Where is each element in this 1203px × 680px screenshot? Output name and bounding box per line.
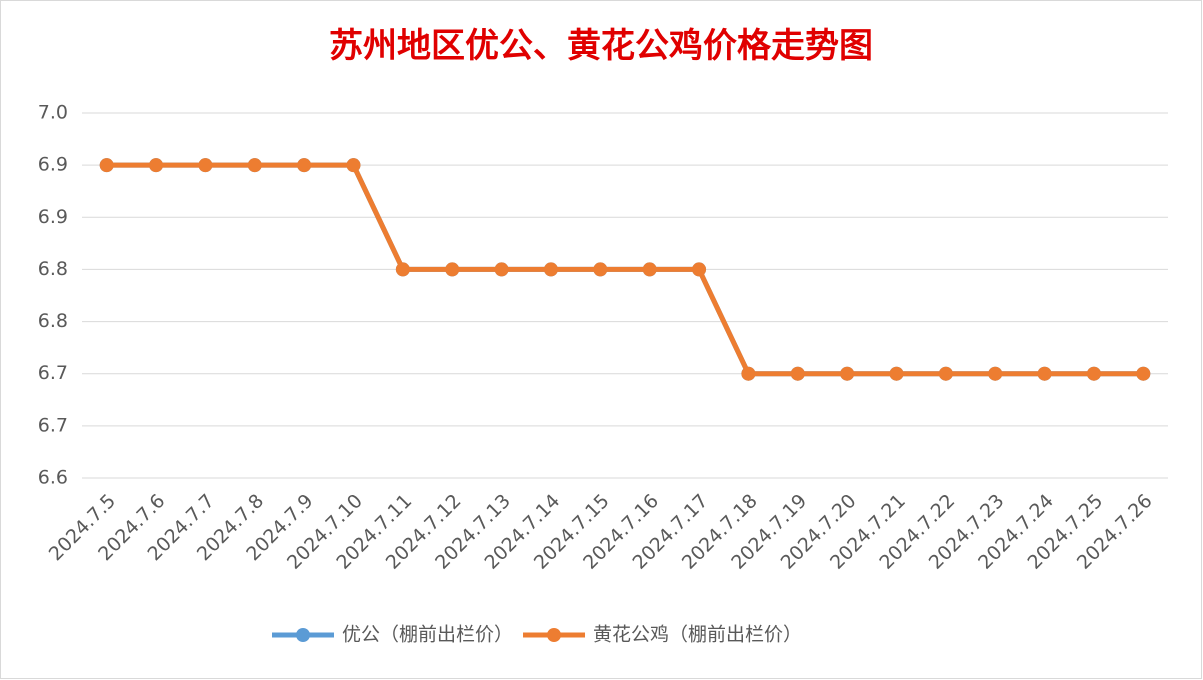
data-point bbox=[543, 262, 558, 277]
legend-marker bbox=[296, 628, 310, 642]
data-point bbox=[494, 262, 509, 277]
data-point bbox=[1086, 366, 1101, 381]
y-tick-label: 6.7 bbox=[38, 362, 68, 384]
data-point bbox=[198, 158, 213, 173]
data-point bbox=[247, 158, 262, 173]
legend-label: 优公（棚前出栏价） bbox=[342, 624, 513, 646]
data-point bbox=[445, 262, 460, 277]
legend: 优公（棚前出栏价） 黄花公鸡（棚前出栏价） bbox=[272, 624, 802, 646]
legend-marker bbox=[547, 628, 562, 642]
data-point bbox=[1037, 366, 1052, 381]
data-point bbox=[593, 262, 608, 277]
y-tick-label: 7.0 bbox=[38, 102, 68, 124]
y-tick-label: 6.8 bbox=[38, 258, 68, 280]
data-point bbox=[741, 366, 756, 381]
data-point bbox=[395, 262, 410, 277]
data-point bbox=[642, 262, 657, 277]
data-point bbox=[938, 366, 953, 381]
chart-title: 苏州地区优公、黄花公鸡价格走势图 bbox=[329, 26, 873, 66]
line-series bbox=[106, 162, 1144, 377]
legend-label: 黄花公鸡（棚前出栏价） bbox=[593, 624, 802, 646]
y-tick-label: 6.6 bbox=[38, 467, 68, 489]
data-point bbox=[1136, 366, 1151, 381]
y-tick-label: 6.9 bbox=[38, 206, 68, 228]
data-point bbox=[840, 366, 855, 381]
data-point bbox=[988, 366, 1003, 381]
data-point bbox=[692, 262, 707, 277]
y-tick-label: 6.9 bbox=[38, 154, 68, 176]
data-point bbox=[99, 158, 114, 173]
data-point bbox=[297, 158, 312, 173]
data-point bbox=[149, 158, 164, 173]
data-point bbox=[790, 366, 805, 381]
y-tick-label: 6.7 bbox=[38, 414, 68, 436]
data-point bbox=[346, 158, 361, 173]
data-point bbox=[889, 366, 904, 381]
y-tick-label: 6.8 bbox=[38, 310, 68, 332]
